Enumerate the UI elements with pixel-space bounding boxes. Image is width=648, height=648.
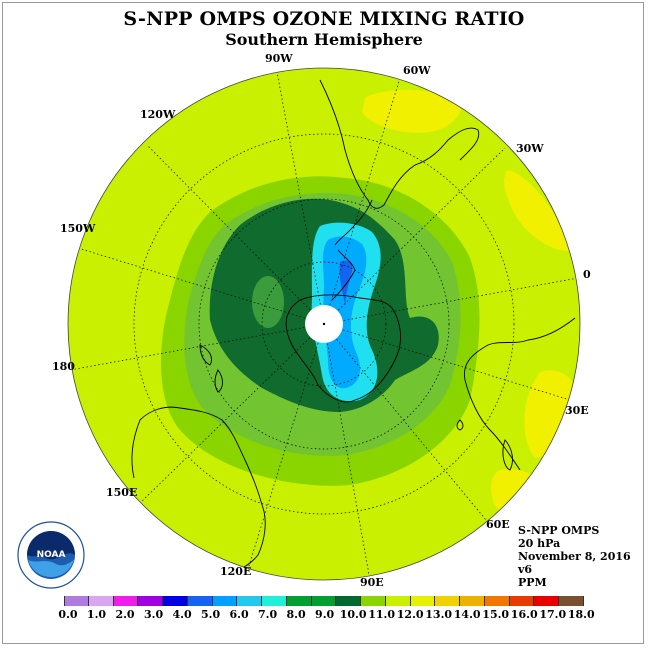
colorbar-tick-label: 11.0 [368, 608, 396, 621]
colorbar-cell [361, 596, 386, 606]
colorbar-cell [163, 596, 188, 606]
colorbar-cell [237, 596, 262, 606]
field-hole-5ppm [339, 260, 353, 310]
colorbar-cell [88, 596, 114, 606]
lon-label-30e: 30E [565, 404, 589, 417]
colorbar-cell [534, 596, 559, 606]
colorbar-cell [460, 596, 485, 606]
info-version: v6 [518, 563, 533, 576]
lon-label-180: 180 [52, 360, 75, 373]
longitude-lines [69, 71, 579, 580]
latitude-circles [133, 133, 515, 515]
colorbar-cell [311, 596, 337, 606]
lon-label-120e: 120E [220, 565, 252, 578]
noaa-logo-icon: NOAA [16, 520, 86, 594]
colorbar [64, 596, 584, 606]
colorbar-tick-label: 7.0 [258, 608, 278, 621]
field-spot-inner [252, 276, 284, 328]
map-subtitle: Southern Hemisphere [225, 30, 423, 49]
colorbar-cell [286, 596, 312, 606]
field-patch-yellow-east [504, 170, 572, 251]
south-pole-marker [322, 322, 326, 326]
lon-label-120w: 120W [140, 108, 176, 121]
lon-label-0: 0 [583, 268, 591, 281]
colorbar-tick-label: 10.0 [339, 608, 367, 621]
field-hole-6ppm [323, 236, 367, 389]
colorbar-tick-label: 6.0 [229, 608, 249, 621]
field-patch-yellow-north [362, 89, 461, 133]
colorbar-tick-label: 4.0 [172, 608, 192, 621]
map-title: S-NPP OMPS OZONE MIXING RATIO [123, 8, 525, 30]
colorbar-cell [64, 596, 89, 606]
colorbar-cell [385, 596, 411, 606]
colorbar-cell [509, 596, 535, 606]
colorbar-cell [187, 596, 213, 606]
lon-label-150w: 150W [60, 222, 96, 235]
colorbar-cell [435, 596, 460, 606]
info-level: 20 hPa [518, 537, 561, 550]
colorbar-tick-label: 9.0 [315, 608, 335, 621]
noaa-logo-text: NOAA [37, 550, 66, 560]
lon-label-60w: 60W [403, 64, 431, 77]
colorbar-cell [410, 596, 436, 606]
colorbar-tick-label: 12.0 [396, 608, 424, 621]
colorbar-tick-label: 15.0 [482, 608, 510, 621]
colorbar-cell [336, 596, 361, 606]
lon-label-90w: 90W [265, 52, 293, 65]
lon-label-30w: 30W [516, 142, 544, 155]
colorbar-cell [484, 596, 510, 606]
colorbar-tick-label: 14.0 [453, 608, 481, 621]
coastlines [131, 79, 576, 575]
colorbar-tick-label: 18.0 [567, 608, 595, 621]
lon-label-90e: 90E [360, 576, 384, 589]
colorbar-tick-label: 17.0 [539, 608, 567, 621]
colorbar-tick-label: 13.0 [425, 608, 453, 621]
info-block: S-NPP OMPS 20 hPa November 8, 2016 v6 PP… [518, 524, 631, 589]
colorbar-tick-label: 5.0 [200, 608, 221, 621]
colorbar-cell [262, 596, 287, 606]
colorbar-tick-label: 8.0 [286, 608, 306, 621]
lon-label-150e: 150E [106, 486, 138, 499]
colorbar-cell [212, 596, 238, 606]
colorbar-ticks: 0.0 1.0 2.0 3.0 4.0 5.0 6.0 7.0 8.0 9.0 10.0 11.0 12… [58, 608, 594, 622]
colorbar-cell [113, 596, 139, 606]
colorbar-tick-label: 3.0 [143, 608, 164, 621]
lon-label-60e: 60E [486, 518, 510, 531]
colorbar-tick-label: 0.0 [58, 608, 78, 621]
globe-outline [67, 67, 581, 581]
colorbar-cell [138, 596, 163, 606]
info-date: November 8, 2016 [518, 550, 631, 563]
colorbar-tick-label: 1.0 [86, 608, 107, 621]
colorbar-tick-label: 2.0 [115, 608, 135, 621]
info-instrument: S-NPP OMPS [518, 524, 600, 537]
info-units: PPM [518, 576, 547, 589]
colorbar-cell [559, 596, 584, 606]
colorbar-tick-label: 16.0 [510, 608, 538, 621]
